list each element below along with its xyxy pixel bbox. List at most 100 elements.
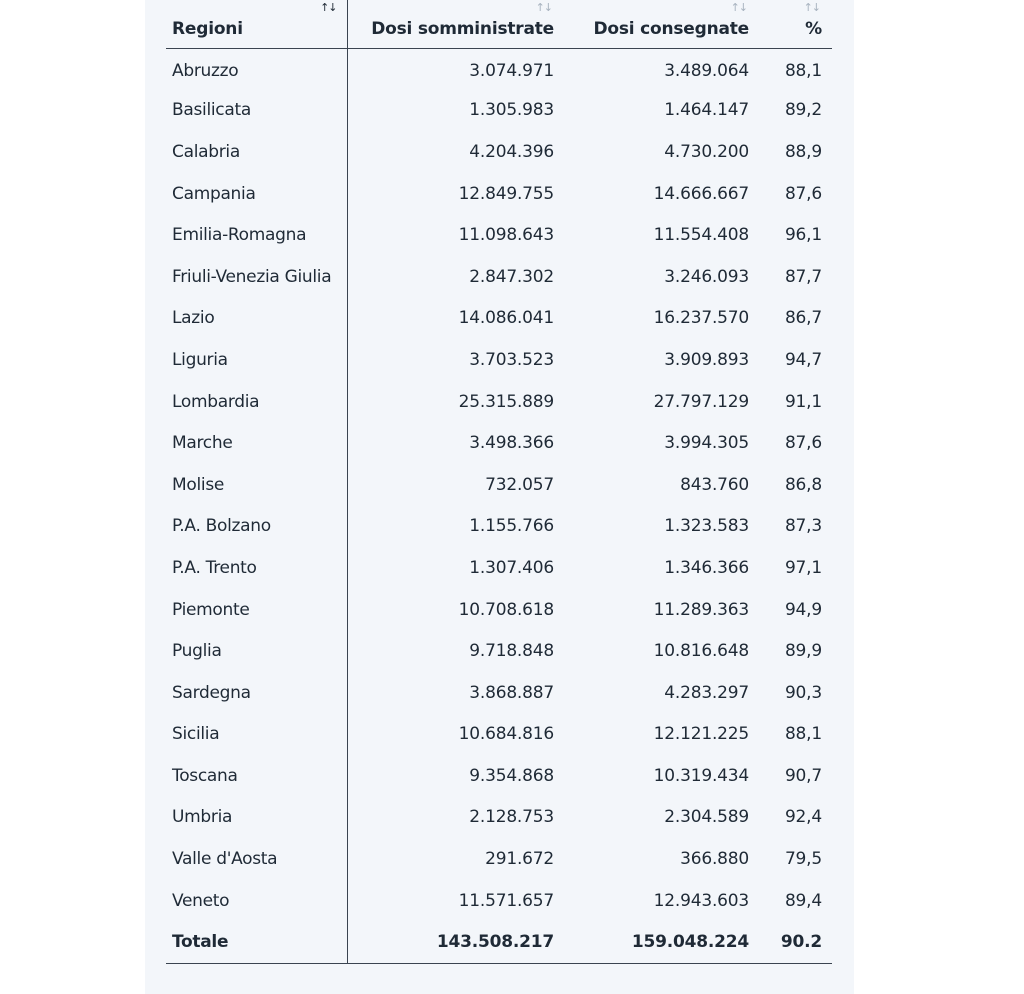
- cell-percent: 79,5: [784, 849, 822, 870]
- cell-delivered: 159.048.224: [564, 921, 759, 964]
- cell-administered: 12.849.755: [458, 183, 555, 204]
- sort-arrows-icon[interactable]: ↑↓: [803, 1, 821, 14]
- cell-administered: 9.718.848: [469, 641, 554, 662]
- cell-delivered: 12.943.603: [653, 890, 750, 911]
- cell-delivered: 14.666.667: [653, 183, 750, 204]
- cell-region: Liguria: [166, 339, 348, 381]
- sort-arrows-icon[interactable]: ↑↓: [320, 1, 337, 14]
- cell-administered: 3.074.971: [469, 61, 554, 82]
- cell-percent: 86,8: [784, 474, 822, 495]
- cell-delivered: 16.237.570: [653, 308, 750, 329]
- cell-delivered: 2.304.589: [664, 807, 749, 828]
- column-header-percent[interactable]: ↑↓ %: [759, 0, 832, 49]
- cell-region: Campania: [166, 172, 348, 215]
- table-row: Emilia-Romagna 11.098.643 11.554.408 96,1: [166, 214, 832, 256]
- table-row: Sardegna 3.868.887 4.283.297 90,3: [166, 671, 832, 714]
- cell-administered: 14.086.041: [458, 308, 555, 329]
- cell-delivered: 11.554.408: [653, 225, 750, 246]
- cell-delivered: 12.121.225: [653, 724, 750, 745]
- table-row: Basilicata 1.305.983 1.464.147 89,2: [166, 89, 832, 132]
- cell-administered: 3.703.523: [469, 349, 554, 370]
- cell-delivered: 3.994.305: [664, 433, 749, 454]
- column-header-administered[interactable]: ↑↓ Dosi somministrate: [347, 0, 564, 49]
- cell-percent: 88,1: [784, 61, 822, 82]
- cell-percent: 89,9: [784, 641, 822, 662]
- cell-region: Sicilia: [166, 713, 348, 756]
- table-row: Molise 732.057 843.760 86,8: [166, 463, 832, 506]
- cell-percent: 88,1: [784, 724, 822, 745]
- column-header-region[interactable]: ↑↓ Regioni: [166, 0, 348, 49]
- cell-region: P.A. Bolzano: [166, 505, 348, 548]
- cell-region: Sardegna: [166, 671, 348, 714]
- cell-percent: 90,3: [784, 682, 822, 703]
- cell-percent: 96,1: [784, 225, 822, 246]
- cell-region: Calabria: [166, 131, 348, 173]
- cell-percent: 87,6: [784, 433, 822, 454]
- cell-percent: 92,4: [784, 807, 822, 828]
- cell-region: Marche: [166, 422, 348, 464]
- cell-delivered: 27.797.129: [653, 391, 750, 412]
- cell-percent: 86,7: [784, 308, 822, 329]
- cell-administered: 25.315.889: [458, 391, 555, 412]
- cell-region: Lazio: [166, 297, 348, 340]
- cell-administered: 2.128.753: [469, 807, 554, 828]
- cell-percent: 94,9: [784, 599, 822, 620]
- cell-region: Friuli-Venezia Giulia: [166, 255, 348, 298]
- cell-region: Emilia-Romagna: [166, 214, 348, 256]
- cell-delivered: 3.489.064: [664, 61, 749, 82]
- column-header-label: Regioni: [172, 18, 243, 39]
- table-row: Toscana 9.354.868 10.319.434 90,7: [166, 755, 832, 797]
- column-header-label: %: [805, 18, 822, 39]
- cell-administered: 10.708.618: [458, 599, 555, 620]
- cell-region: Toscana: [166, 755, 348, 797]
- table-row: P.A. Bolzano 1.155.766 1.323.583 87,3: [166, 505, 832, 548]
- cell-region: Veneto: [166, 879, 348, 922]
- cell-administered: 9.354.868: [469, 765, 554, 786]
- table-row: Umbria 2.128.753 2.304.589 92,4: [166, 796, 832, 839]
- table-row: Sicilia 10.684.816 12.121.225 88,1: [166, 713, 832, 756]
- cell-region: Basilicata: [166, 89, 348, 132]
- table-row: Veneto 11.571.657 12.943.603 89,4: [166, 879, 832, 922]
- cell-delivered: 366.880: [680, 849, 749, 870]
- cell-delivered: 10.816.648: [653, 641, 750, 662]
- cell-delivered: 4.730.200: [664, 141, 749, 162]
- cell-percent: 89,4: [784, 890, 822, 911]
- cell-percent: 90,7: [784, 765, 822, 786]
- table-row: Calabria 4.204.396 4.730.200 88,9: [166, 131, 832, 173]
- cell-administered: 4.204.396: [469, 141, 554, 162]
- table-row: Puglia 9.718.848 10.816.648 89,9: [166, 630, 832, 672]
- cell-delivered: 3.246.093: [664, 266, 749, 287]
- table-row: Lombardia 25.315.889 27.797.129 91,1: [166, 380, 832, 423]
- column-header-delivered[interactable]: ↑↓ Dosi consegnate: [564, 0, 759, 49]
- cell-percent: 87,7: [784, 266, 822, 287]
- cell-percent: 87,6: [784, 183, 822, 204]
- sort-arrows-icon[interactable]: ↑↓: [535, 1, 553, 14]
- vaccine-doses-table: ↑↓ Regioni ↑↓ Dosi somministrate ↑↓ Dosi…: [166, 0, 832, 964]
- cell-administered: 3.498.366: [469, 433, 554, 454]
- cell-region: Lombardia: [166, 380, 348, 423]
- cell-delivered: 1.346.366: [664, 557, 749, 578]
- cell-administered: 1.307.406: [469, 557, 554, 578]
- cell-region: Abruzzo: [166, 48, 348, 90]
- cell-administered: 732.057: [485, 474, 554, 495]
- table-row: Campania 12.849.755 14.666.667 87,6: [166, 172, 832, 215]
- cell-administered: 143.508.217: [347, 921, 564, 964]
- cell-delivered: 843.760: [680, 474, 749, 495]
- cell-percent: 89,2: [784, 100, 822, 121]
- cell-administered: 291.672: [485, 849, 554, 870]
- table-row: Marche 3.498.366 3.994.305 87,6: [166, 422, 832, 464]
- cell-administered: 1.155.766: [469, 516, 554, 537]
- table-row: Liguria 3.703.523 3.909.893 94,7: [166, 339, 832, 381]
- cell-administered: 11.098.643: [458, 225, 555, 246]
- cell-percent: 87,3: [784, 516, 822, 537]
- table-total-row: Totale 143.508.217 159.048.224 90.2: [166, 921, 832, 964]
- cell-delivered: 3.909.893: [664, 349, 749, 370]
- cell-delivered: 10.319.434: [653, 765, 750, 786]
- cell-delivered: 11.289.363: [653, 599, 750, 620]
- cell-administered: 1.305.983: [469, 100, 554, 121]
- table-row: Abruzzo 3.074.971 3.489.064 88,1: [166, 48, 832, 90]
- sort-arrows-icon[interactable]: ↑↓: [730, 1, 748, 14]
- cell-percent: 94,7: [784, 349, 822, 370]
- cell-region: Molise: [166, 463, 348, 506]
- column-header-label: Dosi consegnate: [593, 18, 749, 39]
